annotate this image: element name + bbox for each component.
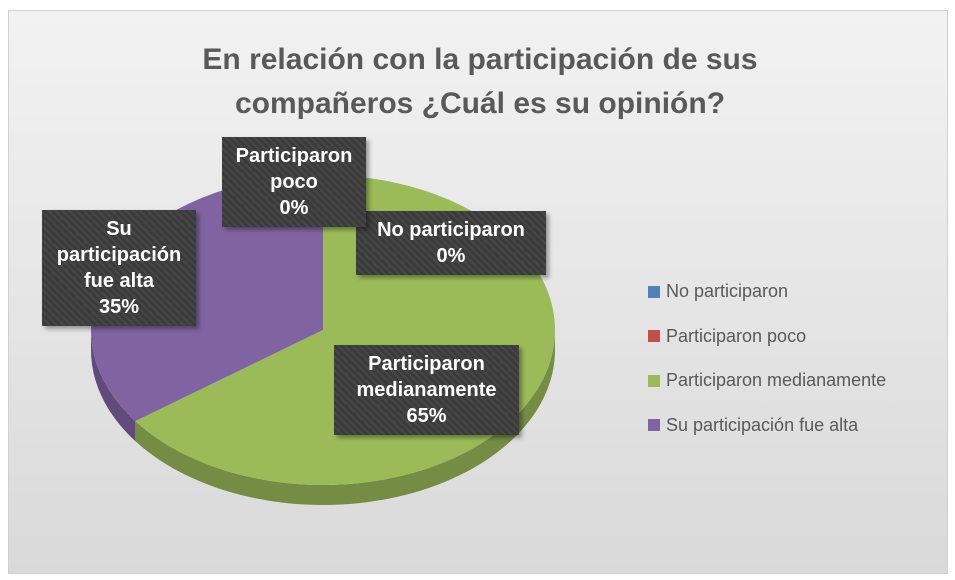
legend-swatch — [648, 285, 660, 298]
data-label-value: 35% — [98, 296, 140, 318]
chart-title: En relación con la participación de sus … — [202, 43, 758, 120]
legend-swatch — [648, 419, 660, 431]
data-label-value: 65% — [406, 405, 447, 427]
data-label-value: 0% — [436, 245, 466, 267]
legend-label: Participaron poco — [666, 325, 807, 346]
data-label-name: Su participación fue alta — [56, 218, 182, 292]
legend-entry: Su participación fue alta — [648, 415, 858, 436]
data-label: Participaron medianamente 65% — [334, 345, 519, 435]
data-label: Participaron poco 0% — [222, 137, 366, 227]
data-label: Su participación fue alta 35% — [42, 210, 196, 326]
legend-label: No participaron — [666, 281, 789, 301]
data-label: No participaron 0% — [356, 211, 546, 275]
legend-entry: Participaron poco — [648, 326, 806, 347]
legend-swatch — [648, 330, 660, 342]
legend-label: Participaron medianamente — [666, 370, 887, 390]
pie-side — [91, 330, 136, 442]
pie-side — [135, 330, 556, 505]
data-label-name: Participaron poco — [235, 145, 353, 193]
legend-swatch — [648, 374, 660, 387]
data-label-value: 0% — [279, 197, 309, 219]
legend-entry: Participaron medianamente — [648, 370, 886, 391]
legend-entry: No participaron — [648, 281, 788, 302]
data-label-name: Participaron medianamente — [356, 353, 497, 401]
legend-label: Su participación fue alta — [666, 414, 859, 435]
data-label-name: No participaron — [377, 219, 525, 241]
